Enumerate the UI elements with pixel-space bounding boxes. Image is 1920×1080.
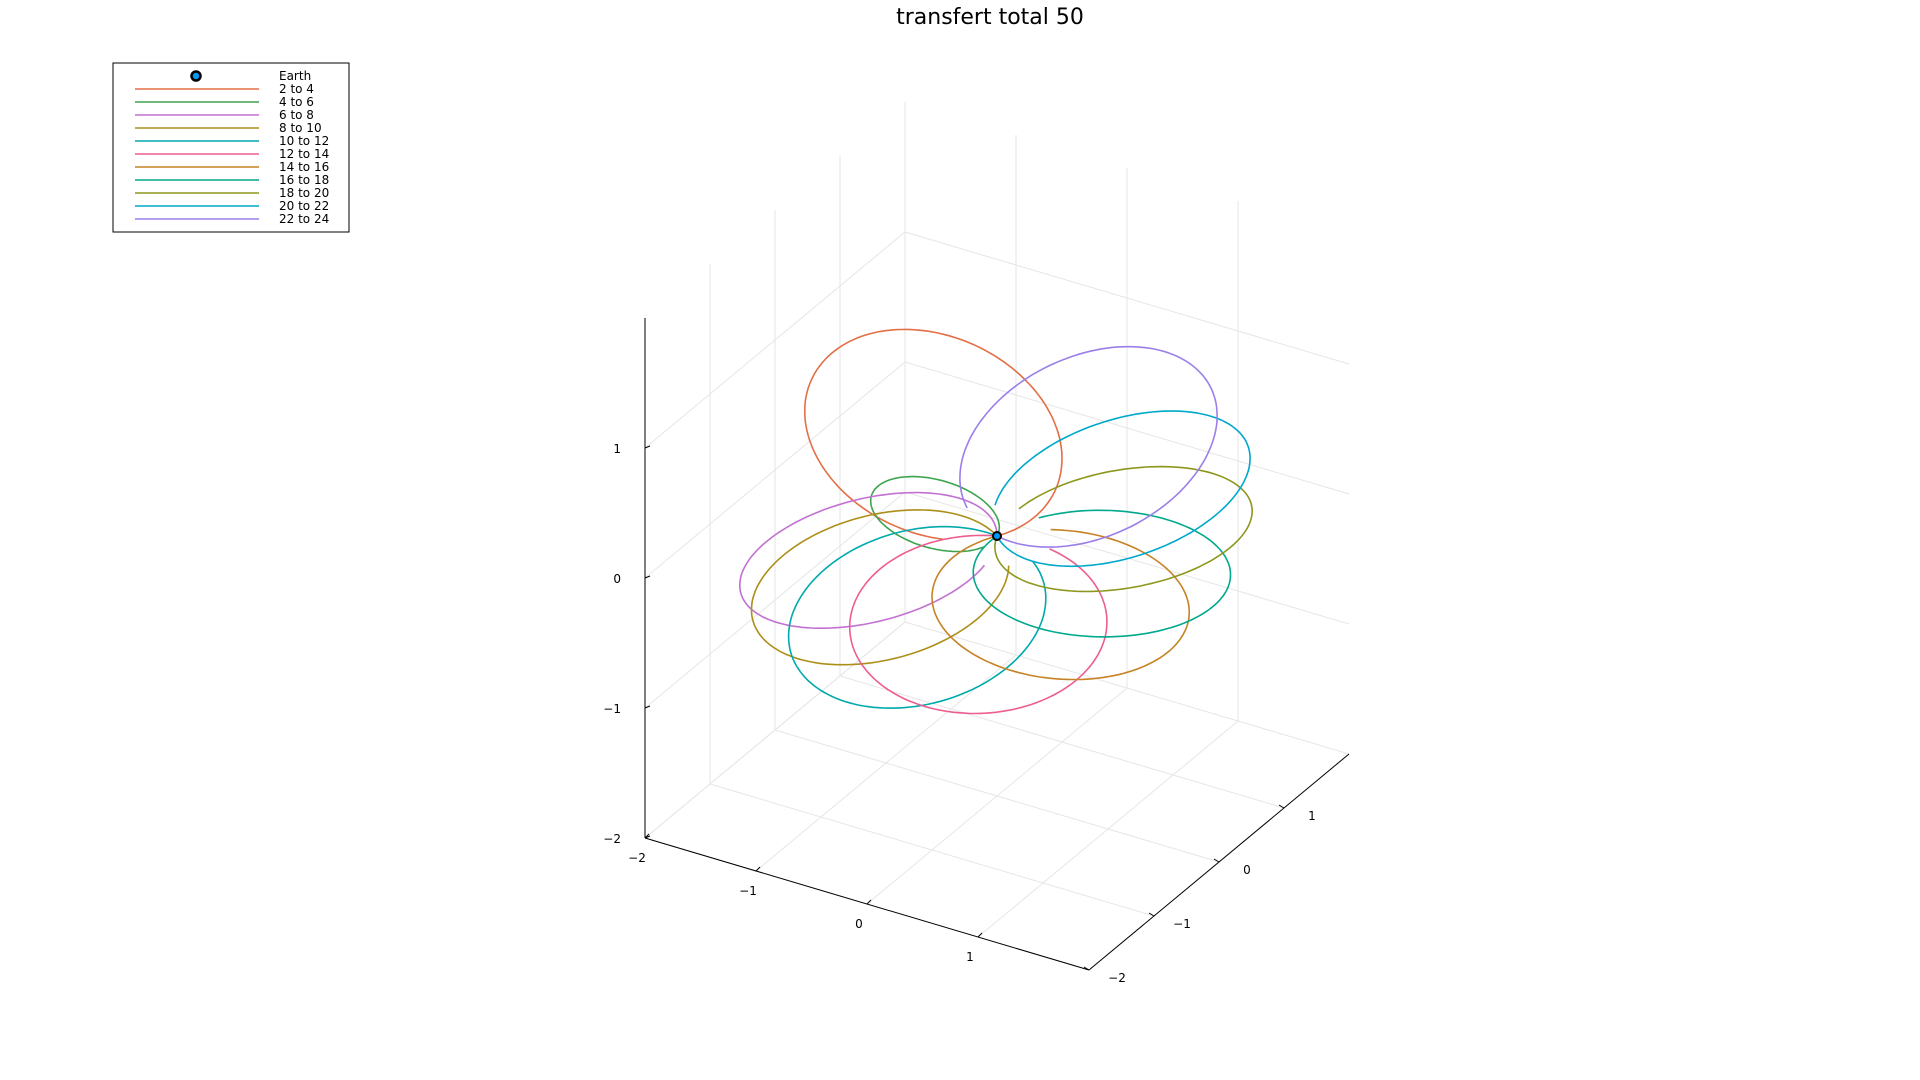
legend-marker-earth [190, 70, 202, 82]
series-layer [738, 328, 1254, 715]
orbit-14-to-16 [931, 528, 1190, 681]
legend-label: 18 to 20 [279, 186, 329, 200]
y-tick-label: −1 [1173, 917, 1191, 931]
grid-line [644, 361, 906, 579]
grid-line [977, 720, 1239, 938]
z-tick [644, 575, 651, 579]
orbit-6-to-8 [738, 491, 998, 630]
x-tick [866, 899, 872, 905]
orbit-18-to-20 [994, 465, 1254, 593]
grid-line [904, 361, 1350, 495]
legend-label: 22 to 24 [279, 212, 329, 226]
y-tick [1278, 804, 1285, 809]
y-tick [1213, 858, 1220, 863]
y-tick [1148, 912, 1155, 917]
legend-box [112, 62, 350, 233]
legend-label-earth: Earth [279, 69, 311, 83]
marker-layer [992, 531, 1002, 541]
grid-line [904, 231, 1350, 365]
legend-label: 12 to 14 [279, 147, 329, 161]
grid-line [644, 231, 906, 449]
orbit-12-to-14 [848, 534, 1108, 715]
y-tick-label: 0 [1243, 863, 1251, 877]
legend-label: 20 to 22 [279, 199, 329, 213]
y-tick [1083, 966, 1090, 971]
legend-label: 16 to 18 [279, 173, 329, 187]
z-tick-label: 0 [613, 572, 621, 586]
x-tick-label: 0 [855, 917, 863, 931]
grid-layer [644, 102, 1350, 971]
orbit-22-to-24 [959, 345, 1218, 548]
orbit-2-to-4 [803, 328, 1063, 541]
legend-label: 6 to 8 [279, 108, 314, 122]
orbit-16-to-18 [972, 509, 1232, 638]
z-tick [644, 445, 651, 449]
z-tick-label: −1 [603, 702, 621, 716]
grid-line [839, 675, 1285, 809]
earth-marker [992, 531, 1002, 541]
z-tick-label: −2 [603, 832, 621, 846]
legend-label: 2 to 4 [279, 82, 314, 96]
legend-label: 10 to 12 [279, 134, 329, 148]
grid-line [774, 729, 1220, 863]
chart-title: transfert total 50 [896, 5, 1084, 30]
x-tick [977, 932, 983, 938]
axis-layer: −2 −2 −2 −1 −1 −1 0 0 0 1 1 1 [603, 318, 1350, 985]
legend-label: 4 to 6 [279, 95, 314, 109]
y-tick-label: 1 [1308, 809, 1316, 823]
y-tick-label: −2 [1108, 971, 1126, 985]
x-tick-label: −1 [739, 884, 757, 898]
orbit-20-to-22 [994, 410, 1251, 568]
orbit-4-to-6 [869, 475, 1001, 553]
legend-label: 8 to 10 [279, 121, 322, 135]
x-tick-label: −2 [628, 851, 646, 865]
z-tick-label: 1 [613, 442, 621, 456]
legend-label: 14 to 16 [279, 160, 329, 174]
orbit-10-to-12 [787, 525, 1047, 709]
z-tick [644, 705, 651, 709]
z-tick [644, 835, 651, 839]
x-tick [755, 866, 761, 872]
x-tick-label: 1 [966, 950, 974, 964]
